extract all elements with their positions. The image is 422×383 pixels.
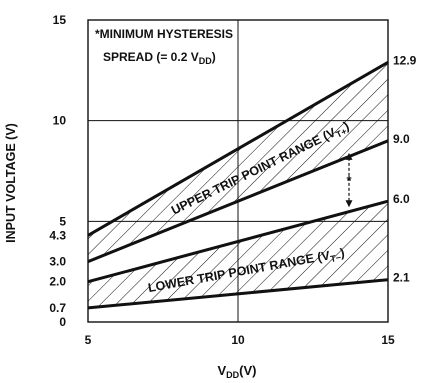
band-end-labels: 12.9 9.0 6.0 2.1 — [393, 53, 417, 284]
x-tick-label: 5 — [85, 333, 92, 347]
upper-band-label: UPPER TRIP POINT RANGE (VT+) — [169, 119, 352, 220]
x-axis-label: VDD(V) — [217, 363, 256, 380]
upper-band-top-line — [87, 60, 389, 237]
hysteresis-marker: * — [345, 152, 353, 208]
y-tick-label: 4.3 — [49, 228, 66, 242]
band-end-label: 12.9 — [393, 53, 417, 67]
y-tick-labels: 00.7 2.0 3.0 4.35 10 15 — [49, 13, 66, 329]
hysteresis-asterisk: * — [346, 173, 352, 188]
y-tick-label: 5 — [59, 214, 66, 228]
hysteresis-note-line1: *MINIMUM HYSTERESIS — [95, 27, 233, 41]
hysteresis-note-line2: SPREAD (= 0.2 VDD) — [103, 50, 216, 66]
y-axis-label: INPUT VOLTAGE (V) — [4, 123, 18, 243]
upper-band-bottom-line — [87, 139, 389, 263]
x-tick-label: 10 — [231, 333, 245, 347]
lower-band-bottom-line — [87, 278, 389, 310]
hysteresis-arrow-bottom — [345, 200, 353, 208]
upper-trip-band — [88, 62, 388, 262]
y-tick-label: 0.7 — [49, 301, 66, 315]
y-tick-label: 3.0 — [49, 255, 66, 269]
band-end-label: 9.0 — [393, 132, 410, 146]
y-tick-label: 2.0 — [49, 275, 66, 289]
lower-trip-band — [88, 201, 388, 308]
lower-band-top-line — [87, 199, 389, 284]
x-tick-label: 15 — [381, 333, 395, 347]
band-end-label: 2.1 — [393, 271, 410, 285]
y-tick-label: 15 — [53, 13, 67, 27]
y-tick-label: 10 — [53, 114, 67, 128]
band-end-label: 6.0 — [393, 192, 410, 206]
y-tick-label: 0 — [59, 315, 66, 329]
hysteresis-arrow-top — [345, 152, 353, 160]
x-tick-labels: 5 10 15 — [85, 333, 395, 347]
